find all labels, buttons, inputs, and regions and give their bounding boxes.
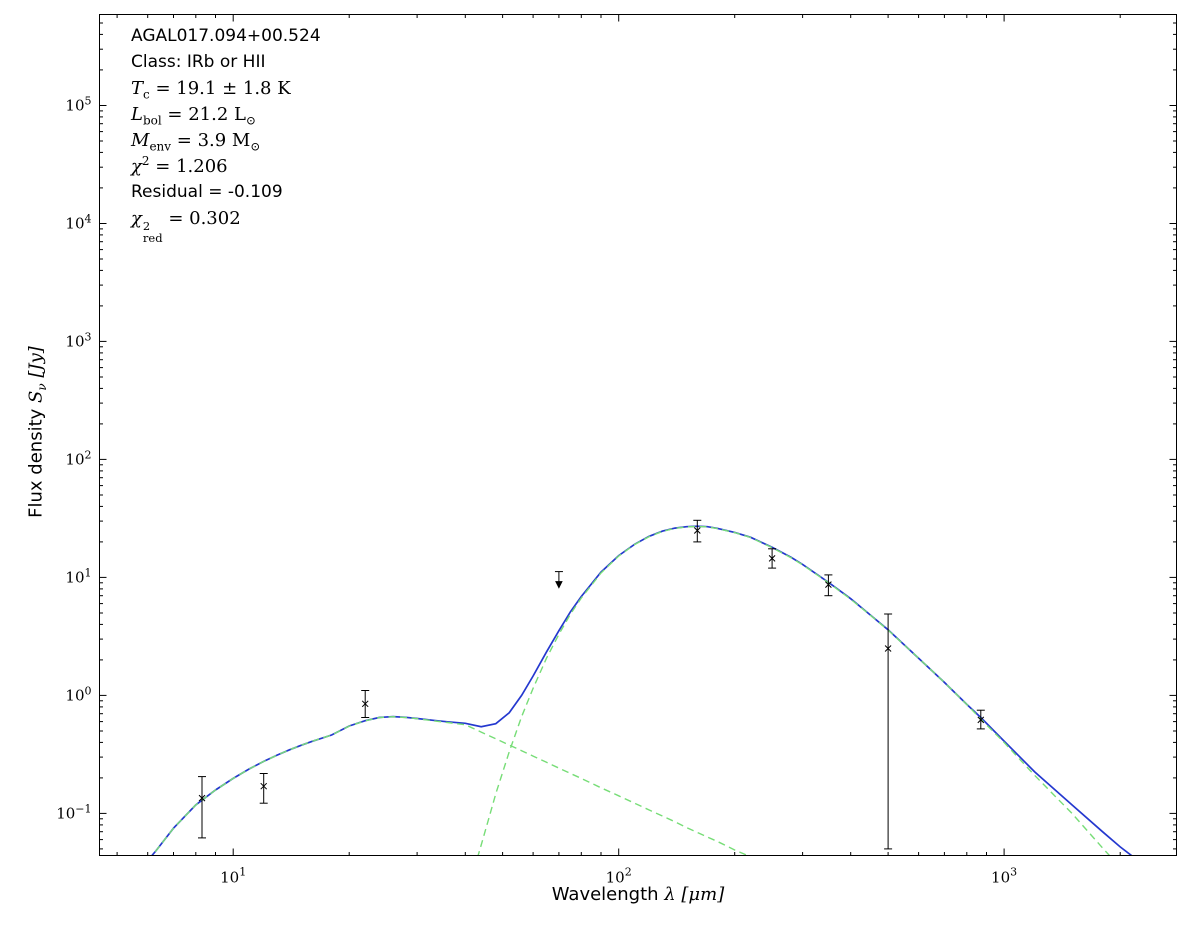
data-point xyxy=(361,690,370,718)
data-point xyxy=(884,613,893,850)
component-cold-curve xyxy=(477,525,1111,856)
model-curves xyxy=(150,525,1133,856)
y-axis-label-text: Flux density xyxy=(25,402,47,518)
chi2red-exponent: 2 xyxy=(142,218,151,233)
data-point xyxy=(824,574,833,597)
sun-symbol: ⊙ xyxy=(245,113,257,128)
menv-value: = 3.9 xyxy=(171,130,232,151)
axis-ticks xyxy=(99,14,1177,856)
class-line: Class: IRb or HII xyxy=(131,52,266,72)
chi2red-value: = 0.302 xyxy=(162,208,241,229)
tc-value: = 19.1 ± 1.8 K xyxy=(149,78,291,99)
x-axis-unit: [μm] xyxy=(675,884,725,905)
lbol-value: = 21.2 xyxy=(161,104,235,125)
y-tick-label: 100 xyxy=(65,684,91,704)
luminosity-line: Lbol = 21.2 L⊙ xyxy=(131,104,321,128)
y-tick-label: 103 xyxy=(65,330,91,350)
model-total-curve xyxy=(150,525,1133,856)
menv-symbol: M xyxy=(131,130,150,151)
y-tick-label: 101 xyxy=(65,566,91,586)
fit-annotation: AGAL017.094+00.524 Class: IRb or HII Tc … xyxy=(131,26,321,248)
component-warm-curve xyxy=(150,715,749,856)
lambda-symbol: λ xyxy=(664,884,676,905)
y-tick-label: 104 xyxy=(65,213,91,233)
y-tick-label: 102 xyxy=(65,448,91,468)
lbol-symbol: L xyxy=(131,104,143,125)
lbol-unit: L xyxy=(234,104,246,125)
y-axis-unit: [Jy] xyxy=(25,346,47,384)
data-point xyxy=(198,776,206,839)
data-point xyxy=(768,548,777,569)
residual-line: Residual = -0.109 xyxy=(131,182,283,202)
x-axis-label: Wavelength λ [μm] xyxy=(552,884,724,905)
chi2red-line: χ 2 red = 0.302 xyxy=(131,208,321,244)
menv-unit: M xyxy=(231,130,251,151)
chi2-exponent: 2 xyxy=(141,154,150,168)
upper-limit-marker xyxy=(554,571,563,589)
chi2red-supsub: 2 red xyxy=(143,220,163,244)
data-point xyxy=(259,773,268,804)
chi-symbol: χ xyxy=(131,208,142,229)
source-name: AGAL017.094+00.524 xyxy=(131,26,321,46)
sun-symbol: ⊙ xyxy=(250,139,261,154)
tc-subscript: c xyxy=(143,87,150,102)
data-point xyxy=(693,519,702,543)
y-axis-label: Flux density Sν [Jy] xyxy=(25,346,50,518)
lbol-subscript: bol xyxy=(142,113,162,128)
chi2-value: = 1.206 xyxy=(149,156,228,177)
tc-symbol: T xyxy=(131,78,144,99)
chi2red-subscript: red xyxy=(142,230,163,245)
x-tick-label: 103 xyxy=(991,866,1017,887)
plot-frame xyxy=(99,14,1177,856)
menv-subscript: env xyxy=(149,139,172,154)
y-tick-label: 10−1 xyxy=(56,802,91,822)
x-tick-label: 101 xyxy=(220,866,246,887)
data-point xyxy=(976,709,985,730)
data-points xyxy=(198,519,985,850)
flux-symbol: S xyxy=(25,390,47,403)
chi-symbol: χ xyxy=(131,156,142,177)
mass-line: Menv = 3.9 M⊙ xyxy=(131,130,321,154)
chi2-line: χ2 = 1.206 xyxy=(131,154,321,178)
y-tick-label: 105 xyxy=(65,95,91,115)
x-axis-label-text: Wavelength xyxy=(551,884,665,905)
nu-subscript: ν xyxy=(35,383,50,391)
temperature-line: Tc = 19.1 ± 1.8 K xyxy=(131,78,321,102)
